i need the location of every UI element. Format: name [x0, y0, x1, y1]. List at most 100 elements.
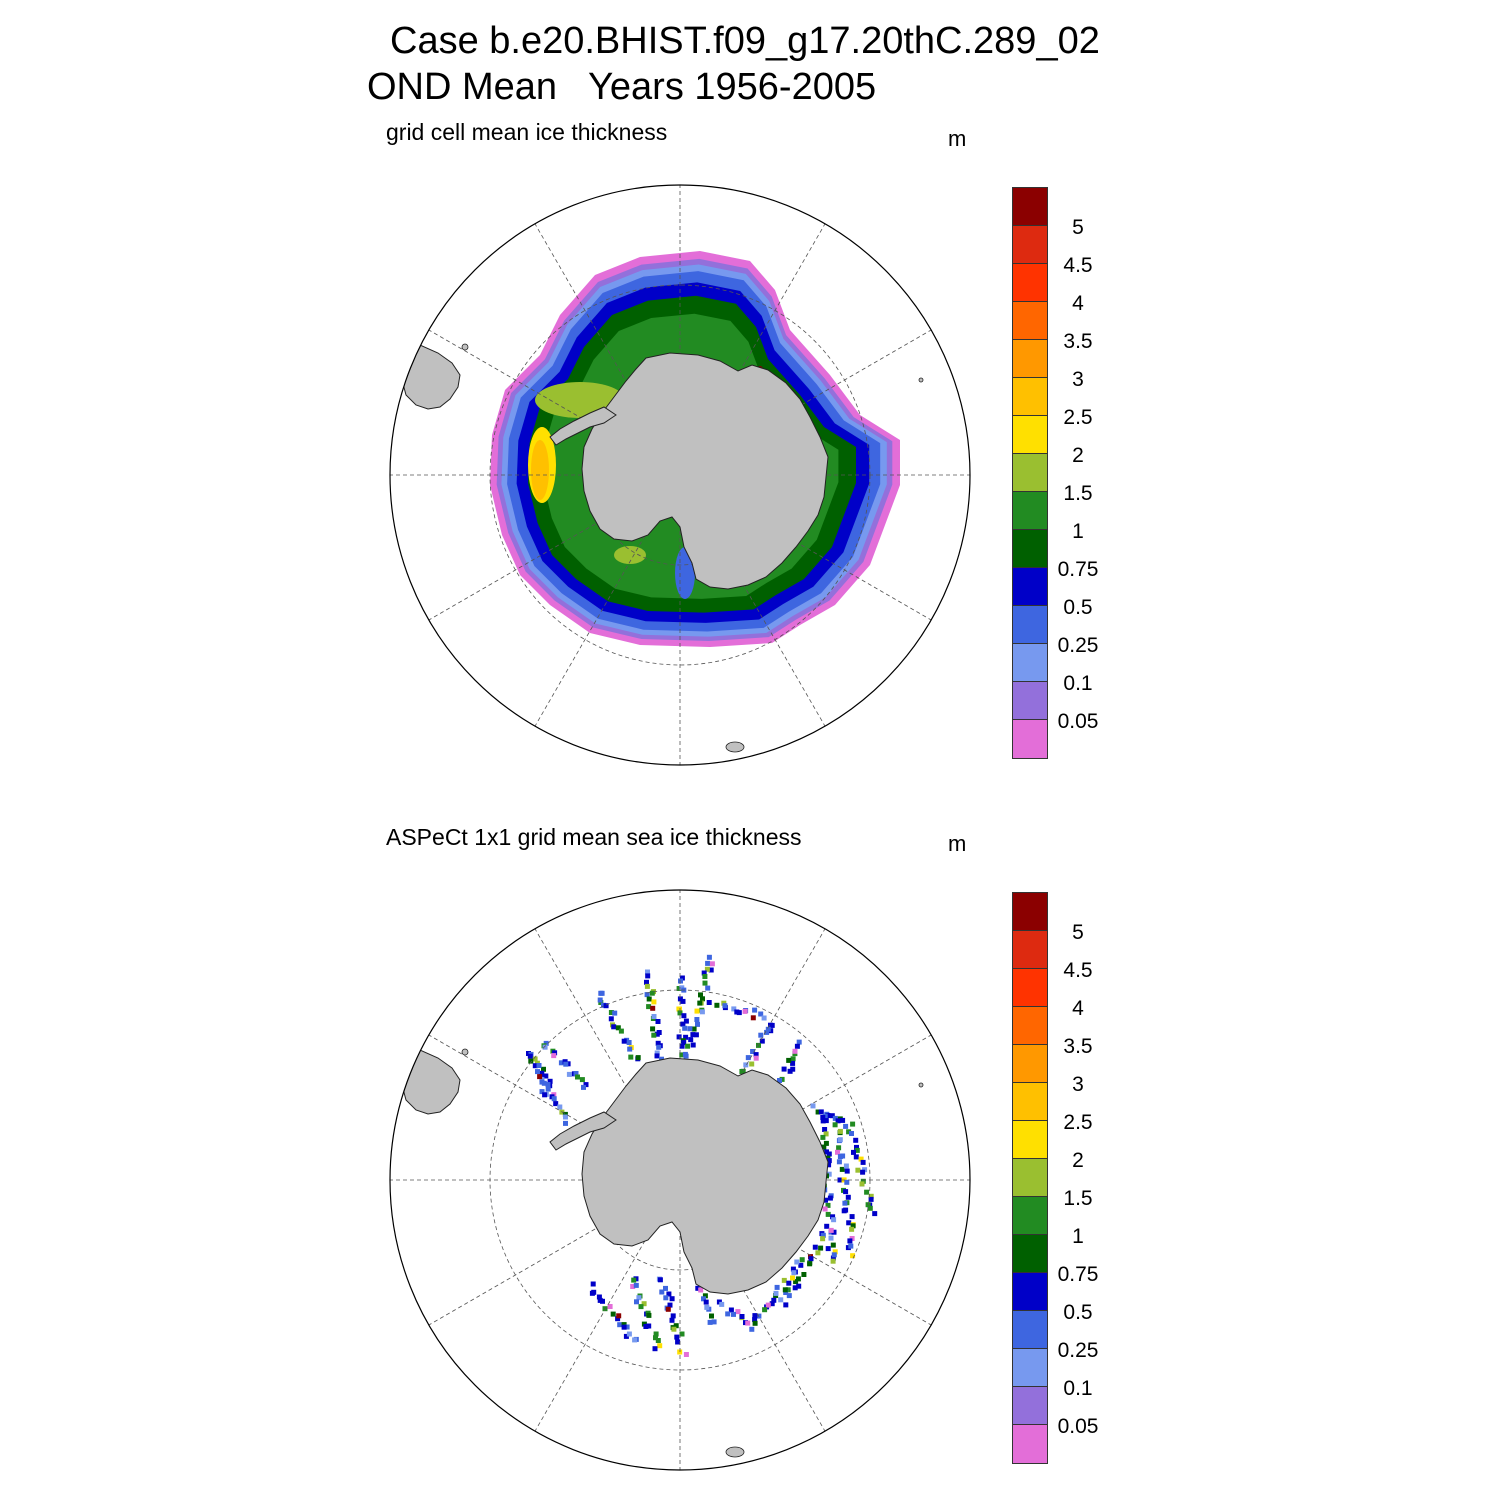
panel2-observation-cell: [631, 1277, 637, 1283]
panel2-observation-cell: [655, 1019, 661, 1024]
panel2-observation-cell: [679, 975, 685, 981]
panel2-observation-cell: [677, 1010, 683, 1016]
panel2-observation-cell: [676, 1034, 682, 1040]
panel2-observation-cell: [669, 1296, 675, 1302]
panel2-observation-cell: [656, 1044, 662, 1050]
panel2-observation-cell: [700, 996, 705, 1002]
panel1-falklands: [461, 343, 469, 351]
panel1-new-zealand-tip: [725, 741, 745, 753]
panel2-observation-cell: [695, 1285, 701, 1291]
panel2-colorbar-tick-label: 0.5: [1063, 1301, 1093, 1324]
panel2-observation-cell: [539, 1089, 545, 1095]
panel2-observation-cell: [774, 1284, 780, 1290]
panel2-colorbar-tick-label: 3: [1072, 1073, 1084, 1096]
panel2-observation-cell: [644, 979, 649, 985]
panel2-observation-cell: [848, 1243, 854, 1249]
panel2-observation-cell: [683, 1352, 689, 1357]
panel2-observation-cell: [583, 1082, 589, 1088]
panel2-observation-cell: [670, 1313, 676, 1319]
panel2-observation-cell: [608, 1010, 614, 1015]
panel2-title: ASPeCt 1x1 grid mean sea ice thickness: [386, 824, 802, 850]
panel2-observation-cell: [830, 1258, 836, 1264]
panel2-colorbar-tick-label: 0.25: [1057, 1339, 1099, 1362]
panel2-observation-cell: [753, 1055, 759, 1061]
panel2-observation-cell: [743, 1062, 749, 1068]
panel2-observation-cell: [542, 1044, 548, 1050]
panel2-observation-cell: [851, 1149, 856, 1155]
panel2-observation-cell: [850, 1253, 856, 1259]
panel2-observation-cell: [868, 1196, 874, 1202]
panel2-observation-cell: [553, 1101, 559, 1107]
panel2-observation-cell: [846, 1220, 852, 1226]
panel2-observation-cell: [537, 1074, 543, 1080]
panel2-observation-cell: [831, 1229, 837, 1235]
panel2-observation-cell: [837, 1177, 843, 1183]
panel2-observation-cell: [739, 1314, 745, 1319]
panel1-colorbar-tick-label: 4: [1072, 292, 1084, 315]
panel2-observation-cell: [657, 1343, 663, 1349]
panel2-observation-cell: [868, 1193, 874, 1199]
panel2-observation-cell: [666, 1291, 672, 1297]
panel2-observation-cell: [826, 1171, 832, 1177]
panel2-observation-cell: [831, 1217, 837, 1223]
panel2-observation-cell: [862, 1167, 868, 1173]
panel2-observation-cell: [536, 1063, 542, 1068]
panel2-observation-cell: [756, 1042, 761, 1048]
panel2-observation-cell: [794, 1259, 800, 1265]
panel2-observation-cell: [853, 1154, 859, 1160]
panel1-colorbar-tick-label: 0.5: [1063, 596, 1093, 619]
panel2-observation-cell: [829, 1113, 835, 1119]
panel2-observation-cell: [844, 1168, 850, 1174]
panel2-observation-cell: [687, 1026, 693, 1032]
panel2-observation-cell: [654, 1050, 660, 1056]
panel1-colorbar-swatch: [1013, 340, 1047, 378]
panel1-colorbar-swatch: [1013, 378, 1047, 416]
panel2-observation-cell: [608, 1016, 614, 1022]
panel2-observation-cell: [685, 1043, 691, 1049]
panel2-observation-cell: [808, 1256, 814, 1262]
panel2-observation-cell: [659, 1289, 665, 1295]
panel2-observation-cell: [771, 1297, 777, 1303]
panel2-observation-cell: [858, 1156, 864, 1162]
panel2-observation-cell: [652, 1346, 658, 1352]
panel2-colorbar-swatch: [1013, 931, 1047, 969]
panel2-observation-cell: [691, 1026, 697, 1032]
panel2-observation-cell: [791, 1270, 797, 1276]
panel2-observation-cell: [612, 1010, 618, 1016]
panel2-colorbar-tick-label: 1: [1072, 1225, 1084, 1248]
panel2-observation-cell: [699, 1009, 705, 1015]
panel2-observation-cell: [815, 1109, 821, 1115]
panel2-observation-cell: [818, 1109, 824, 1115]
panel1-colorbar-swatch: [1013, 568, 1047, 606]
panel1-colorbar-swatch: [1013, 720, 1047, 758]
panel2-observation-cell: [657, 1277, 663, 1283]
panel2-observation-cell: [860, 1178, 866, 1184]
panel2-observation-cell: [617, 1322, 623, 1328]
panel2-observation-cell: [705, 960, 711, 966]
panel2-observation-cell: [579, 1077, 585, 1083]
panel2-observation-cell: [750, 1015, 756, 1021]
panel1-ice-patch-peninsula-core: [531, 440, 549, 500]
panel2-observation-cell: [796, 1039, 802, 1045]
panel1-ice-patch-ross: [614, 546, 646, 564]
panel2-observation-cell: [822, 1206, 828, 1212]
panel2-observation-cell: [853, 1137, 859, 1143]
panel2-observation-cell: [832, 1249, 838, 1255]
panel2-observation-cell: [719, 1301, 725, 1307]
panel2-observation-cell: [835, 1118, 841, 1124]
panel2-observation-cell: [796, 1283, 802, 1289]
panel2-colorbar-tick-label: 1.5: [1063, 1187, 1093, 1210]
panel2-observation-cell: [702, 1293, 708, 1299]
panel2-observation-cell: [601, 1002, 606, 1008]
panel2-observation-cell: [690, 1032, 696, 1038]
panel2-observation-cell: [698, 992, 703, 998]
panel1-colorbar-tick-label: 0.25: [1057, 634, 1099, 657]
panel2-observation-cell: [532, 1056, 538, 1062]
panel1-title: grid cell mean ice thickness: [386, 119, 668, 145]
panel2-observation-cell: [781, 1066, 787, 1072]
panel1-colorbar-swatch: [1013, 606, 1047, 644]
panel2-observation-cell: [872, 1211, 878, 1217]
panel2-observation-cell: [602, 1306, 608, 1312]
panel2-observation-cell: [843, 1123, 849, 1129]
panel2-observation-cell: [599, 990, 605, 996]
